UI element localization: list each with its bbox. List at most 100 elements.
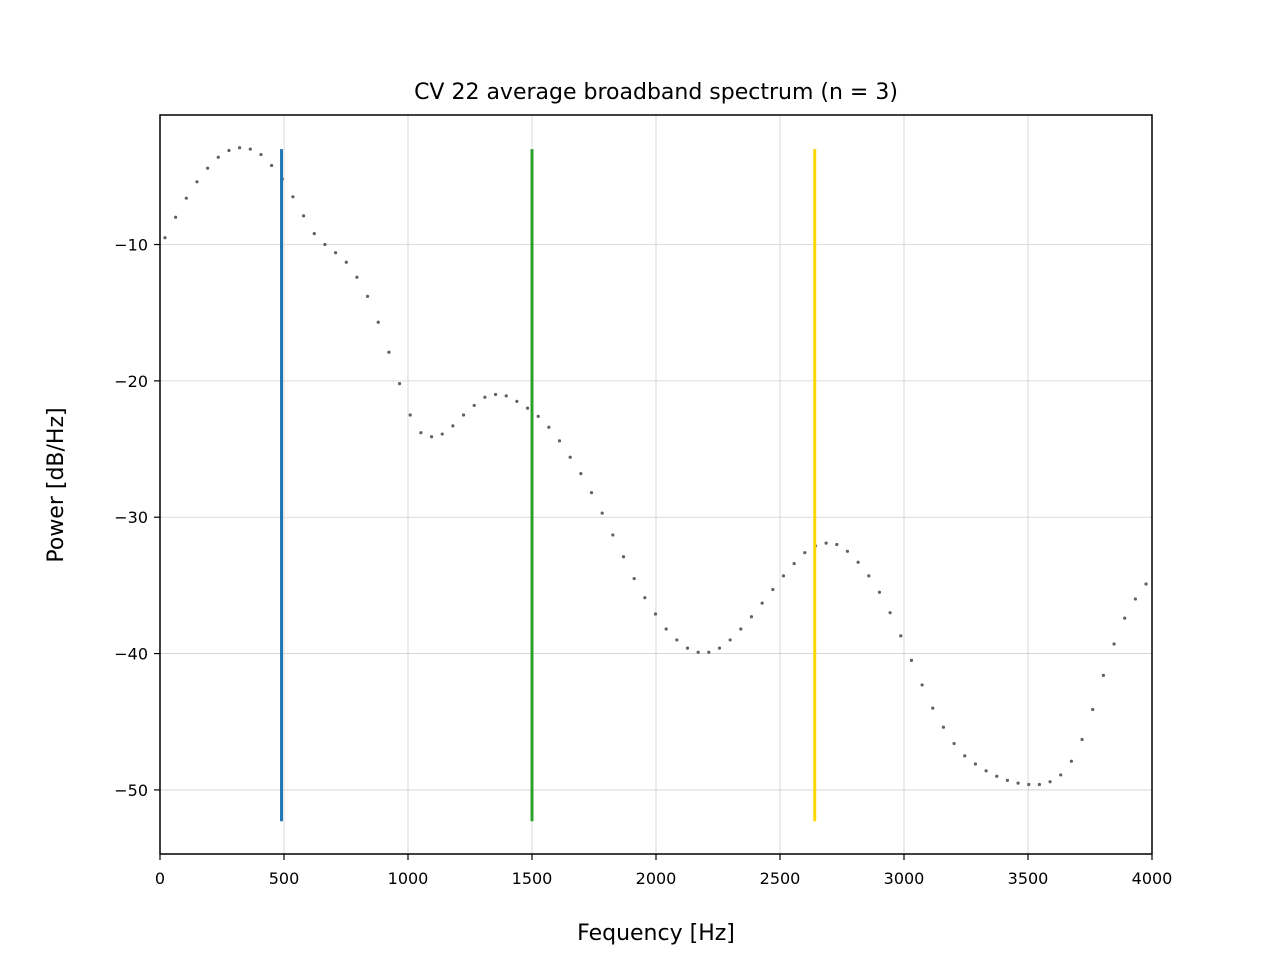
spectrum-point xyxy=(397,382,402,386)
spectrum-point xyxy=(632,576,636,581)
spectrum-point xyxy=(899,634,903,638)
spectrum-point xyxy=(493,392,498,397)
spectrum-point xyxy=(600,511,604,515)
spectrum-point xyxy=(909,658,914,662)
spectrum-point xyxy=(824,541,828,545)
spectrum-point xyxy=(333,251,338,255)
spectrum-point xyxy=(483,395,487,399)
spectrum-point xyxy=(344,260,348,264)
y-tick-label: −50 xyxy=(114,781,148,800)
spectrum-point xyxy=(1059,773,1063,777)
spectrum-point xyxy=(1123,616,1127,620)
spectrum-point xyxy=(451,424,455,428)
y-tick-label: −20 xyxy=(114,372,148,391)
spectrum-point xyxy=(728,638,732,642)
spectrum-point xyxy=(163,236,167,240)
spectrum-point xyxy=(611,533,615,537)
spectrum-point xyxy=(963,754,967,758)
x-tick-label: 1000 xyxy=(388,869,429,888)
spectrum-point xyxy=(781,574,786,578)
spectrum-point xyxy=(365,294,370,298)
x-axis-ticks: 0 500 1000 1500 2000 2500 3000 3500 4000 xyxy=(155,854,1172,888)
spectrum-point xyxy=(504,394,508,398)
spectrum-point xyxy=(1080,737,1084,742)
spectrum-point xyxy=(1048,780,1052,784)
spectrum-point xyxy=(995,774,999,778)
y-tick-label: −40 xyxy=(114,645,148,664)
spectrum-point xyxy=(1037,782,1042,787)
spectrum-point xyxy=(419,431,423,435)
spectrum-point xyxy=(355,275,359,279)
x-tick-label: 2000 xyxy=(636,869,677,888)
spectrum-point xyxy=(206,166,210,170)
spectrum-point xyxy=(1005,778,1010,782)
spectrum-point xyxy=(376,320,380,324)
spectrum-point xyxy=(1091,707,1095,712)
spectrum-point xyxy=(515,399,519,403)
spectrum-point xyxy=(440,432,444,436)
x-tick-label: 2500 xyxy=(760,869,801,888)
spectrum-point xyxy=(312,232,316,236)
spectrum-point xyxy=(867,574,871,578)
spectrum-point xyxy=(984,769,988,773)
spectrum-point xyxy=(621,555,626,559)
spectrum-point xyxy=(675,638,679,642)
spectrum-point xyxy=(803,551,807,555)
spectrum-point xyxy=(525,406,530,410)
spectrum-point xyxy=(216,155,220,159)
spectrum-point xyxy=(195,180,199,184)
spectrum-point xyxy=(739,627,743,631)
x-tick-label: 4000 xyxy=(1132,869,1173,888)
spectrum-point xyxy=(429,435,434,439)
spectrum-point xyxy=(685,646,690,650)
spectrum-point xyxy=(835,542,839,547)
y-axis-ticks: −10 −20 −30 −40 −50 xyxy=(114,236,160,800)
spectrum-point xyxy=(653,612,658,616)
spectrum-point xyxy=(291,195,295,199)
y-axis-label: Power [dB/Hz] xyxy=(44,407,69,562)
spectrum-point xyxy=(941,725,946,729)
spectrum-point xyxy=(557,439,562,443)
spectrum-point xyxy=(707,650,711,654)
spectrum-point xyxy=(174,215,178,219)
x-tick-label: 0 xyxy=(155,869,165,888)
spectrum-point xyxy=(1027,782,1031,787)
spectrum-point xyxy=(1101,673,1105,677)
spectrum-point xyxy=(845,549,850,553)
spectrum-point xyxy=(931,706,935,710)
spectrum-point xyxy=(1069,759,1073,763)
spectrum-point xyxy=(749,615,754,619)
spectrum-point xyxy=(579,471,583,476)
x-tick-label: 1500 xyxy=(512,869,553,888)
spectrum-point xyxy=(1144,582,1148,586)
spectrum-point xyxy=(856,560,860,564)
chart-title: CV 22 average broadband spectrum (n = 3) xyxy=(414,80,898,105)
spectrum-point xyxy=(696,650,700,654)
spectrum-point xyxy=(771,587,775,592)
spectrum-point xyxy=(952,741,956,746)
spectrum-point xyxy=(877,590,882,594)
spectrum-point xyxy=(259,152,263,157)
x-tick-label: 3000 xyxy=(884,869,925,888)
spectrum-point xyxy=(1112,642,1116,646)
spectrum-point xyxy=(184,196,188,200)
y-tick-label: −10 xyxy=(114,236,148,255)
spectrum-point xyxy=(568,455,572,459)
spectrum-point xyxy=(547,425,551,429)
spectrum-point xyxy=(387,350,391,354)
spectrum-point xyxy=(536,414,540,418)
spectrum-point xyxy=(323,242,327,247)
data-layer xyxy=(163,146,1148,822)
spectrum-point xyxy=(973,762,978,766)
spectrum-point xyxy=(408,413,412,417)
grid xyxy=(159,115,1153,854)
x-axis-label: Fequency [Hz] xyxy=(577,921,735,946)
spectrum-point xyxy=(301,214,306,218)
spectrum-point xyxy=(664,627,668,631)
spectrum-point xyxy=(589,491,594,495)
x-tick-label: 3500 xyxy=(1008,869,1049,888)
spectrum-point xyxy=(248,147,252,151)
spectrum-point xyxy=(472,403,476,408)
